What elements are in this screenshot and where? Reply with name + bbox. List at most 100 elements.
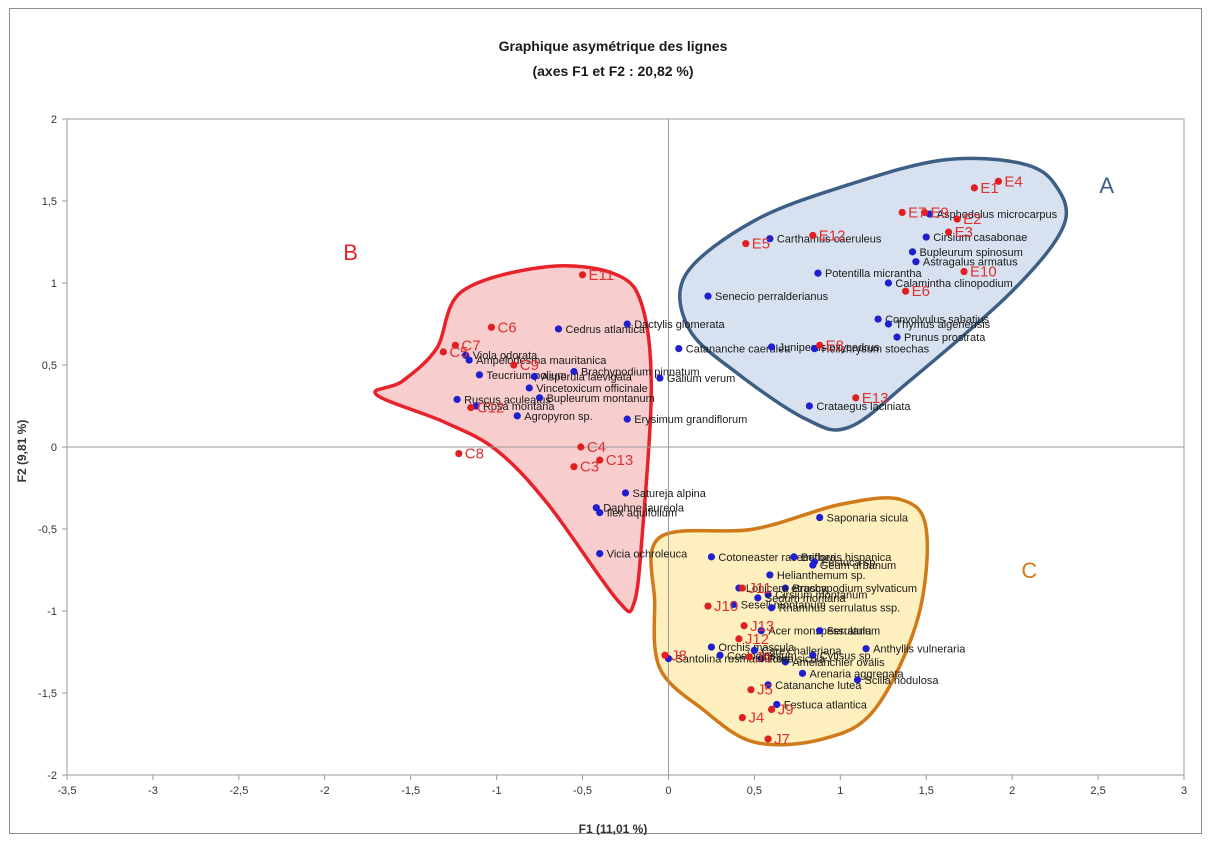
y-tick-label: -1	[47, 606, 57, 618]
species-point	[707, 643, 716, 651]
observation-label: E8	[826, 337, 844, 354]
species-point	[805, 402, 813, 410]
y-tick-label: 2	[51, 114, 57, 126]
observation-point	[738, 714, 746, 722]
x-tick-label: 1,5	[919, 785, 934, 797]
observation-label: J6	[755, 649, 771, 666]
species-label: Senecio perralderianus	[715, 291, 829, 303]
observation-point	[960, 267, 968, 276]
species-label: Ilex aquifolium	[607, 508, 677, 520]
observation-point	[577, 443, 585, 451]
species-label: Sedum montana	[765, 593, 847, 605]
species-label: Agropyron sp.	[524, 411, 592, 423]
observation-point	[740, 622, 748, 630]
x-tick-label: 0,5	[747, 785, 762, 797]
observation-point	[735, 635, 743, 643]
observation-point	[745, 653, 753, 661]
y-tick-label: -1,5	[38, 688, 57, 700]
species-label: Serratula	[827, 626, 873, 638]
y-tick-label: 1	[51, 278, 57, 290]
observation-point	[451, 341, 459, 349]
species-label: Crataegus laciniata	[816, 401, 911, 413]
species-label: Satureja alpina	[633, 488, 707, 500]
species-point	[922, 233, 930, 241]
x-tick-label: -2,5	[229, 785, 248, 797]
species-label: Calamintha clinopodium	[895, 278, 1012, 290]
species-label: Teucrium polium	[486, 370, 566, 382]
species-label: Berberis hispanica	[801, 552, 892, 564]
x-tick-label: -3	[148, 785, 158, 797]
chart-title: Graphique asymétrique des lignes	[499, 38, 728, 54]
species-point	[707, 553, 716, 561]
observation-label: J4	[748, 710, 764, 727]
y-tick-label: 0,5	[42, 360, 57, 372]
species-label: Santolina rosmarinifolia	[675, 654, 790, 666]
observation-label: J12	[745, 631, 769, 648]
observation-label: J9	[778, 701, 794, 718]
species-point	[475, 371, 484, 379]
observation-label: C7	[461, 337, 480, 354]
species-point	[884, 320, 893, 328]
species-point	[884, 279, 893, 287]
species-label: Asperula laevigata	[541, 371, 632, 383]
observation-label: C13	[606, 452, 634, 469]
species-point	[623, 320, 631, 328]
species-point	[596, 509, 604, 517]
observation-label: E11	[589, 267, 615, 284]
species-point	[912, 258, 920, 266]
observation-label: C9	[520, 357, 539, 374]
observation-label: E5	[752, 236, 770, 253]
observation-point	[487, 323, 496, 331]
species-point	[814, 269, 822, 277]
group-labels: A B C	[343, 173, 1114, 583]
species-label: Cirsium montanum	[775, 590, 867, 602]
x-tick-label: 2	[1009, 785, 1015, 797]
species-point	[764, 681, 772, 689]
species-label: Brachypodium pinnatum	[581, 367, 700, 379]
species-label: Astragalus armatus	[923, 257, 1018, 269]
species-label: Festuca atlantica	[784, 699, 868, 711]
species-point	[874, 315, 882, 323]
species-point	[798, 669, 807, 677]
observation-point	[767, 705, 776, 714]
chart-subtitle: (axes F1 et F2 : 20,82 %)	[532, 63, 693, 79]
observation-label: J10	[714, 598, 738, 615]
species-point	[675, 345, 683, 353]
observation-point	[510, 361, 518, 369]
observation-point	[738, 584, 746, 592]
species-point	[908, 248, 917, 256]
observation-label: C5	[449, 344, 468, 361]
x-tick-label: -0,5	[573, 785, 592, 797]
species-point	[809, 651, 817, 659]
species-label: Cytisus sp.	[820, 650, 874, 662]
species-label: Arenaria aggregata	[810, 668, 905, 680]
species-label: Daphne laureola	[603, 503, 685, 515]
observation-label: E9	[931, 204, 949, 221]
species-point	[816, 513, 824, 522]
observation-point	[747, 686, 755, 694]
species-label: Bupleurum montanum	[547, 393, 655, 405]
species-label: Seseli montanum	[741, 599, 826, 611]
species-point	[767, 343, 776, 351]
x-tick-label: -2	[320, 785, 330, 797]
x-tick-label: 0	[665, 785, 671, 797]
observation-label: J8	[671, 647, 687, 664]
species-point	[893, 333, 901, 341]
x-tick-label: -1,5	[401, 785, 420, 797]
species-label: Galium verum	[667, 373, 735, 385]
species-label: Festuca sp.	[822, 557, 879, 569]
species-point	[773, 700, 781, 709]
species-label: Bupleurum spinosum	[919, 247, 1022, 259]
species-point	[716, 651, 724, 659]
x-tick-label: 2,5	[1090, 785, 1105, 797]
x-tick-label: 3	[1181, 785, 1187, 797]
species-point	[781, 584, 789, 592]
species-label: Rosa montana	[483, 401, 555, 413]
y-tick-label: 1,5	[42, 196, 57, 208]
observation-label: J7	[774, 731, 790, 748]
species-label: Ampelodesma mauritanica	[476, 355, 607, 367]
species-point	[781, 658, 789, 666]
observation-point	[764, 735, 772, 743]
species-label: Cedrus atlantica	[565, 324, 645, 336]
